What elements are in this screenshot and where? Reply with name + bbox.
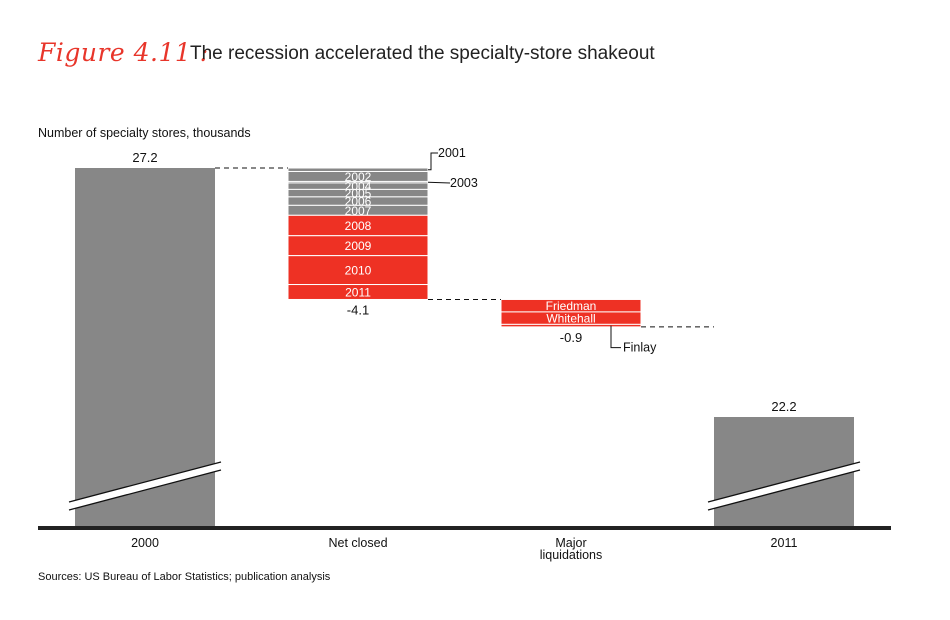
category-label-4: 2011 bbox=[771, 536, 798, 550]
segment-Finlay bbox=[500, 323, 642, 328]
segment-label-2008: 2008 bbox=[345, 219, 372, 233]
value-label-net-closed: -4.1 bbox=[347, 302, 369, 317]
leader-2001 bbox=[428, 152, 438, 171]
category-label-1: 2000 bbox=[131, 536, 159, 550]
callout-2003: 2003 bbox=[450, 176, 478, 190]
category-label-3-line-1: Major bbox=[555, 536, 586, 550]
category-label-3-line-2: liquidations bbox=[540, 548, 603, 562]
segment-label-2002: 2002 bbox=[345, 170, 372, 184]
segment-label-2007: 2007 bbox=[345, 204, 372, 218]
segment-label-Friedman: Friedman bbox=[546, 299, 597, 313]
axis-break-2000-line-bottom bbox=[68, 469, 222, 511]
figure-number: Figure 4.11 : bbox=[38, 38, 209, 67]
value-label-2000: 27.2 bbox=[132, 150, 157, 165]
category-label-2: Net closed bbox=[328, 536, 387, 550]
axis-break-2011-line-bottom bbox=[707, 469, 861, 511]
segment-label-Whitehall: Whitehall bbox=[546, 312, 595, 326]
segment-2011 bbox=[287, 284, 429, 300]
segment-2010 bbox=[287, 255, 429, 286]
figure-title: The recession accelerated the specialty-… bbox=[190, 43, 655, 64]
value-label-2011: 22.2 bbox=[771, 399, 796, 414]
callout-Finlay: Finlay bbox=[623, 341, 657, 355]
axis-break-2011-gap bbox=[708, 462, 860, 510]
segment-label-2010: 2010 bbox=[345, 264, 372, 278]
y-axis-label: Number of specialty stores, thousands bbox=[38, 126, 251, 140]
leader-2003 bbox=[427, 181, 451, 184]
leader-Finlay bbox=[610, 325, 621, 349]
segment-label-2011: 2011 bbox=[345, 286, 371, 300]
x-axis-line bbox=[38, 526, 891, 530]
bar-2000 bbox=[75, 168, 215, 527]
callout-2001: 2001 bbox=[438, 146, 466, 160]
axis-break-2000-gap bbox=[69, 462, 221, 510]
value-label-major-liquidations: -0.9 bbox=[560, 330, 582, 345]
segment-label-2009: 2009 bbox=[345, 239, 372, 253]
axis-break-2011-line-top bbox=[707, 461, 861, 503]
source-note: Sources: US Bureau of Labor Statistics; … bbox=[38, 571, 331, 583]
axis-break-2000-line-top bbox=[68, 461, 222, 503]
